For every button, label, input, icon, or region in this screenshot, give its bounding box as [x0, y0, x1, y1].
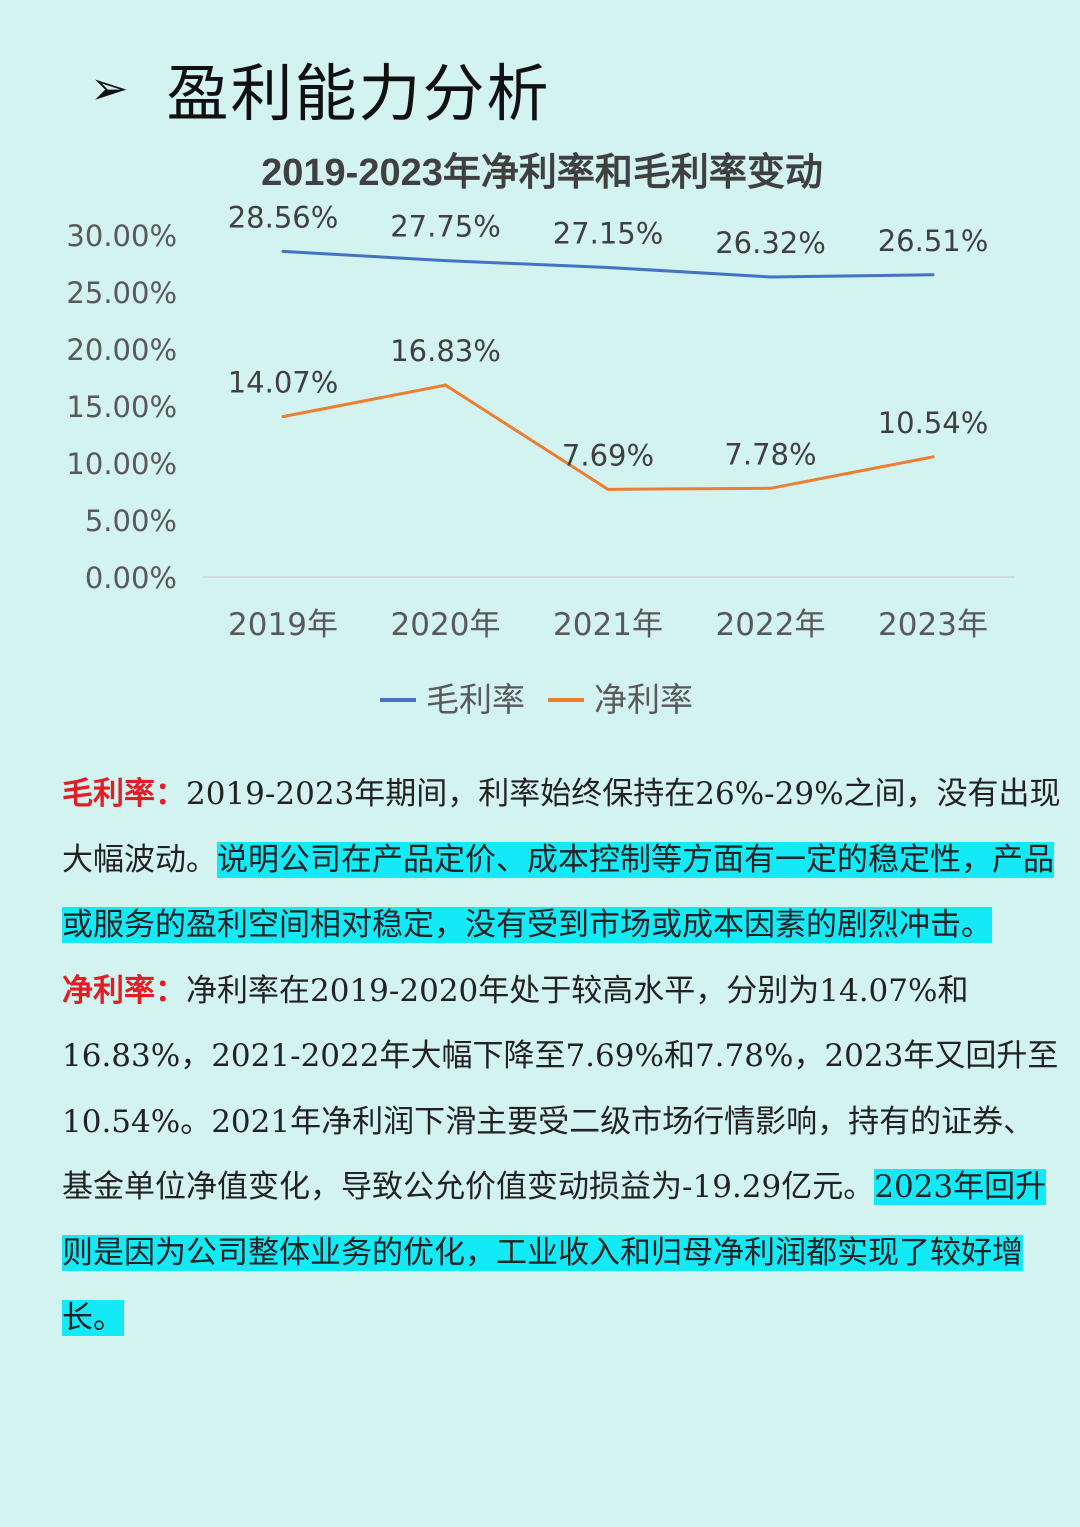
data-label: 7.69%	[562, 438, 654, 472]
y-tick-label: 30.00%	[66, 219, 177, 253]
data-point	[444, 383, 447, 387]
y-tick-label: 15.00%	[66, 390, 177, 424]
legend-item: 净利率	[548, 680, 693, 719]
data-label: 26.32%	[715, 226, 826, 260]
series-0: 28.56% 27.75% 27.15% 26.32% 26.51%	[228, 200, 989, 279]
y-axis: 0.00% 5.00% 10.00% 15.00% 20.00% 25.00% 30.00%	[66, 219, 177, 595]
data-label: 7.78%	[724, 437, 816, 471]
x-tick-label: 2020年	[391, 607, 501, 643]
page-header: ➢ 盈利能力分析	[90, 48, 551, 130]
data-label: 26.51%	[878, 224, 989, 258]
y-tick-label: 10.00%	[66, 447, 177, 481]
data-label: 27.15%	[553, 216, 664, 250]
series-layer: 28.56% 27.75% 27.15% 26.32% 26.51% 14.07% 16.8…	[228, 200, 989, 491]
chart-legend: 毛利率 净利率	[380, 680, 693, 719]
series-1: 14.07% 16.83% 7.69% 7.78% 10.54%	[228, 334, 989, 491]
arrow-bullet-icon: ➢	[90, 61, 129, 115]
data-point	[444, 259, 447, 263]
y-tick-label: 25.00%	[66, 276, 177, 310]
x-tick-label: 2022年	[716, 607, 826, 643]
y-tick-label: 0.00%	[85, 561, 177, 595]
gross-margin-highlight: 说明公司在产品定价、成本控制等方面有一定的稳定性，产品或服务的盈利空间相对稳定，…	[62, 841, 1054, 943]
data-label: 28.56%	[228, 200, 339, 234]
data-point	[606, 265, 610, 269]
net-margin-text: 净利率在2019-2020年处于较高水平，分别为14.07%和16.83%，20…	[62, 972, 1059, 1206]
profitability-line-chart: 2019-2023年净利率和毛利率变动 0.00% 5.00% 10.00% 15.0…	[66, 152, 1015, 719]
data-point	[769, 486, 772, 490]
data-label: 16.83%	[390, 334, 501, 368]
gross-margin-paragraph: 毛利率：2019-2023年期间，利率始终保持在26%-29%之间，没有出现大幅…	[62, 762, 1062, 959]
y-tick-label: 20.00%	[66, 333, 177, 367]
legend-item: 毛利率	[380, 680, 525, 719]
gross-margin-label: 毛利率：	[62, 776, 186, 812]
page-title: 盈利能力分析	[166, 57, 551, 130]
legend-label: 净利率	[594, 680, 693, 719]
y-tick-label: 5.00%	[85, 504, 177, 538]
x-axis: 2019年 2020年 2021年 2022年 2023年	[228, 607, 988, 643]
data-label: 14.07%	[228, 366, 339, 400]
gross-margin-text: 2019-2023年期间，利率始终保持在26%-29%之间，没有出现大幅波动。	[62, 776, 1061, 878]
net-margin-paragraph: 净利率：净利率在2019-2020年处于较高水平，分别为14.07%和16.83…	[62, 959, 1062, 1352]
data-point	[606, 487, 610, 491]
legend-label: 毛利率	[426, 680, 525, 719]
x-tick-label: 2021年	[553, 607, 663, 643]
chart-title: 2019-2023年净利率和毛利率变动	[261, 152, 823, 194]
data-label: 10.54%	[878, 406, 989, 440]
analysis-text: 毛利率：2019-2023年期间，利率始终保持在26%-29%之间，没有出现大幅…	[62, 762, 1062, 1352]
data-point	[769, 275, 772, 279]
data-point	[281, 249, 285, 253]
x-tick-label: 2023年	[878, 607, 988, 643]
data-label: 27.75%	[390, 210, 501, 244]
net-margin-label: 净利率：	[62, 972, 186, 1009]
data-point	[281, 415, 285, 419]
data-point	[931, 455, 935, 459]
x-tick-label: 2019年	[228, 607, 338, 643]
series-line	[282, 249, 934, 279]
series-line	[282, 383, 934, 491]
data-point	[931, 273, 935, 277]
